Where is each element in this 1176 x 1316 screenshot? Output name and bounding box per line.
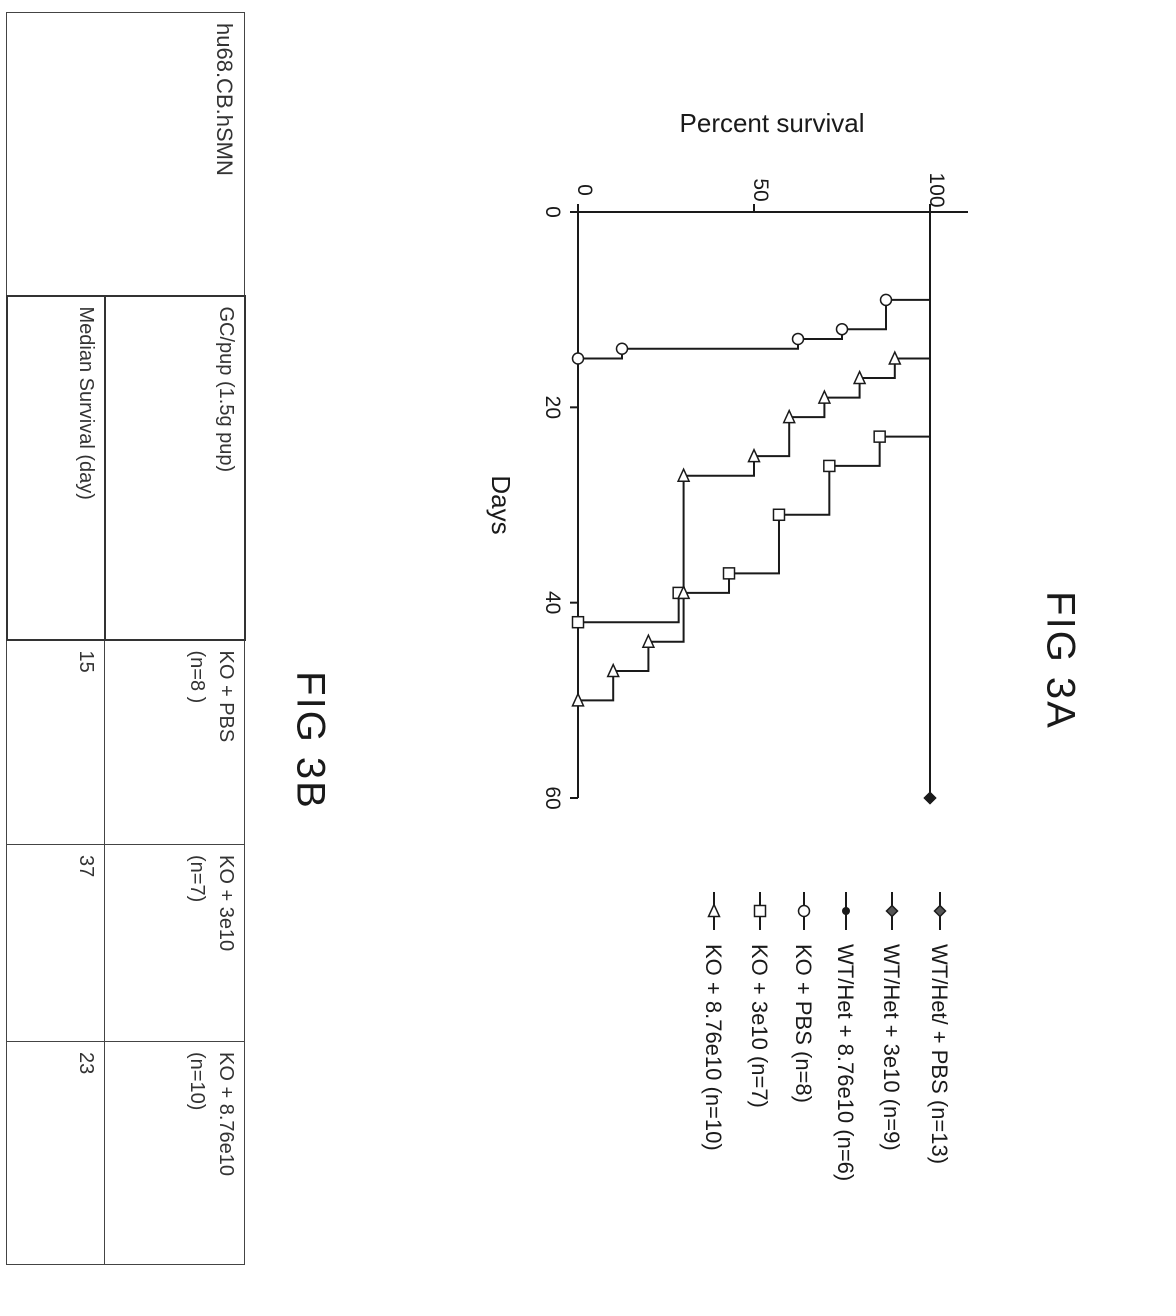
legend-marker — [753, 904, 767, 918]
group-name: KO + 3e10 — [215, 855, 238, 952]
series-point — [747, 447, 761, 463]
legend-entry: WT/Het + 8.76e10 (n=6) — [833, 892, 858, 1181]
chart-axes: 0 20 40 60 0 50 100 Days Percent survival — [486, 108, 968, 810]
legend-entry: KO + 8.76e10 (n=10) — [701, 892, 726, 1151]
group-n: (n=10) — [186, 1052, 209, 1111]
series-group — [571, 212, 931, 629]
legend-marker — [707, 902, 721, 918]
x-tick-label: 60 — [541, 786, 564, 809]
legend-entry: KO + PBS (n=8) — [791, 892, 816, 1103]
series-point — [722, 567, 736, 580]
series-point — [676, 584, 691, 600]
legend-entry: KO + 3e10 (n=7) — [747, 892, 772, 1108]
series-point — [606, 662, 620, 678]
series-line — [578, 212, 931, 702]
series-point — [879, 293, 893, 307]
series-group — [571, 212, 931, 365]
group-cell-ko-pbs: KO + PBS (n=8 ) — [105, 639, 245, 845]
legend-marker — [797, 904, 811, 918]
series-point — [817, 389, 832, 404]
y-tick-label: 0 — [573, 184, 596, 196]
legend-marker — [933, 904, 947, 918]
series-point — [772, 508, 786, 522]
x-axis-title: Days — [486, 475, 516, 534]
legend-marker — [885, 904, 899, 918]
dose-header-cell: GC/pup (1.5g pup) — [105, 295, 245, 640]
y-tick-label: 50 — [749, 178, 772, 201]
legend-entry: WT/Het/ + PBS (n=13) — [927, 892, 952, 1164]
median-survival-table: hu68.CB.hSMN GC/pup (1.5g pup) KO + PBS (… — [6, 12, 246, 1265]
legend-label: KO + 8.76e10 (n=10) — [701, 944, 726, 1151]
y-tick-label: 100 — [925, 172, 948, 207]
x-tick-label: 20 — [541, 396, 564, 419]
legend-label: WT/Het/ + PBS (n=13) — [927, 944, 952, 1164]
x-tick-label: 0 — [541, 206, 564, 218]
group-name: KO + PBS — [215, 650, 238, 743]
median-value-ko-8-76e10: 23 — [7, 1041, 105, 1265]
series-group — [571, 212, 931, 707]
y-axis-title: Percent survival — [680, 108, 865, 138]
group-name: KO + 8.76e10 — [215, 1052, 238, 1176]
legend-label: KO + PBS (n=8) — [791, 944, 816, 1103]
legend-entry: WT/Het + 3e10 (n=9) — [879, 892, 904, 1151]
median-value-ko-pbs: 15 — [7, 639, 105, 845]
series-point — [835, 322, 849, 336]
median-survival-table-wrap: hu68.CB.hSMN GC/pup (1.5g pup) KO + PBS (… — [7, 12, 246, 1265]
series-point — [615, 342, 629, 355]
series-point — [823, 459, 836, 473]
series-point — [873, 430, 886, 443]
legend-label: KO + 3e10 (n=7) — [747, 944, 772, 1108]
series-point — [791, 332, 805, 346]
series-line — [578, 212, 931, 624]
legend-label: WT/Het + 8.76e10 (n=6) — [833, 944, 858, 1181]
median-header-cell: Median Survival (day) — [7, 295, 105, 640]
series-point — [888, 350, 902, 365]
series-line — [578, 212, 931, 360]
group-n: (n=8 ) — [186, 650, 209, 704]
series-point — [641, 633, 656, 648]
series-point — [571, 615, 585, 629]
group-n: (n=7) — [186, 855, 209, 903]
chart-legend: WT/Het/ + PBS (n=13) WT/Het + 3e10 (n=9) W… — [701, 892, 952, 1181]
group-cell-ko-8-76e10: KO + 8.76e10 (n=10) — [105, 1041, 245, 1265]
series-point — [782, 408, 796, 424]
chart-series-layer — [571, 212, 937, 805]
x-tick-label: 40 — [541, 591, 564, 614]
series-point — [571, 352, 585, 365]
legend-label: WT/Het + 3e10 (n=9) — [879, 944, 904, 1151]
group-cell-ko-3e10: KO + 3e10 (n=7) — [105, 844, 245, 1042]
median-value-ko-3e10: 37 — [7, 844, 105, 1042]
legend-marker — [842, 907, 850, 915]
table-title-cell: hu68.CB.hSMN — [7, 12, 245, 296]
series-point — [676, 467, 691, 482]
series-point — [926, 794, 934, 802]
series-point — [571, 692, 585, 707]
series-point — [852, 369, 867, 385]
